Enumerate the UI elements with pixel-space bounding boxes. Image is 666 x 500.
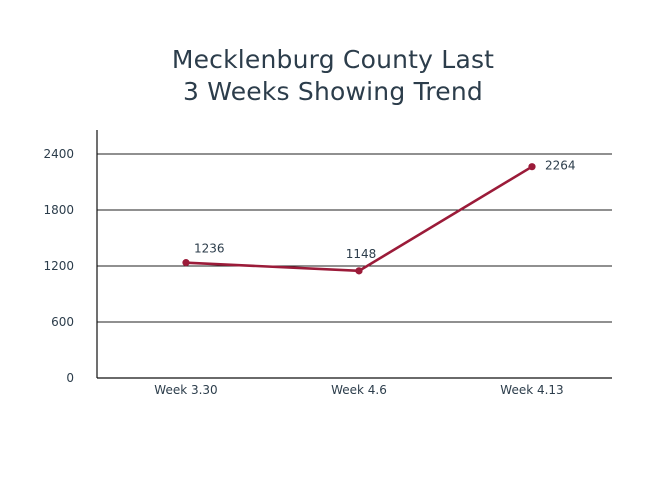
y-tick-label-1800: 1800: [43, 203, 74, 217]
y-tick-label-2400: 2400: [43, 147, 74, 161]
data-label-3: 2264: [545, 159, 576, 173]
chart-title-line-1: Mecklenburg County Last: [171, 45, 495, 74]
data-label-1: 1236: [194, 242, 225, 256]
chart-title-line-2: 3 Weeks Showing Trend: [182, 77, 483, 106]
x-tick-label-3: Week 4.13: [500, 383, 563, 397]
data-label-2: 1148: [346, 247, 377, 261]
x-tick-label-2: Week 4.6: [331, 383, 387, 397]
data-point-1: [182, 259, 190, 267]
y-tick-label-0: 0: [66, 371, 74, 385]
data-point-2: [355, 267, 363, 275]
y-tick-label-1200: 1200: [43, 259, 74, 273]
y-tick-label-600: 600: [51, 315, 74, 329]
x-tick-label-1: Week 3.30: [154, 383, 217, 397]
data-point-3: [528, 163, 536, 171]
chart-title: Mecklenburg County Last 3 Weeks Showing …: [0, 44, 666, 108]
